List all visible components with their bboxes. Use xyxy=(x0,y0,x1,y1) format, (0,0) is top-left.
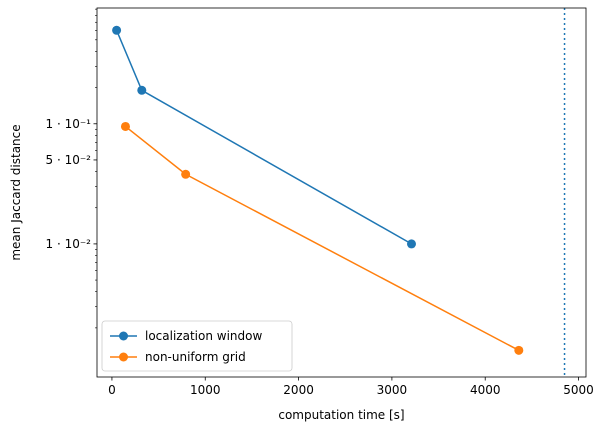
x-tick-label: 3000 xyxy=(377,383,408,397)
legend-box xyxy=(101,320,293,372)
x-tick-label: 4000 xyxy=(470,383,501,397)
data-point xyxy=(120,121,130,131)
series-1 xyxy=(120,121,524,355)
y-tick-label: 5 · 10⁻² xyxy=(46,153,92,167)
legend-entry: non-uniform grid xyxy=(110,350,246,364)
data-point xyxy=(406,239,416,249)
legend-marker xyxy=(119,352,128,362)
x-tick-label: 5000 xyxy=(563,383,594,397)
series-0 xyxy=(112,25,416,249)
plot-frame xyxy=(96,7,587,378)
y-axis: 1 · 10⁻¹ 5 · 10⁻² 1 · 10⁻² xyxy=(46,8,97,329)
legend: localization window non-uniform grid xyxy=(101,320,293,372)
y-tick-label: 1 · 10⁻¹ xyxy=(46,117,92,131)
y-axis-title: mean Jaccard distance xyxy=(9,124,23,260)
legend-marker xyxy=(119,331,128,341)
x-tick-label: 2000 xyxy=(283,383,314,397)
x-axis: 0 1000 2000 3000 4000 5000 xyxy=(108,377,594,397)
data-point xyxy=(112,25,122,35)
x-tick-label: 1000 xyxy=(190,383,221,397)
y-tick-label: 1 · 10⁻² xyxy=(46,237,92,251)
data-point xyxy=(137,85,147,95)
data-point xyxy=(514,345,524,355)
legend-entry: localization window xyxy=(110,329,262,343)
series-layer xyxy=(112,25,524,355)
data-point xyxy=(181,169,191,179)
legend-label: non-uniform grid xyxy=(145,350,246,364)
x-axis-title: computation time [s] xyxy=(278,408,404,422)
x-tick-label: 0 xyxy=(108,383,116,397)
legend-label: localization window xyxy=(145,329,262,343)
